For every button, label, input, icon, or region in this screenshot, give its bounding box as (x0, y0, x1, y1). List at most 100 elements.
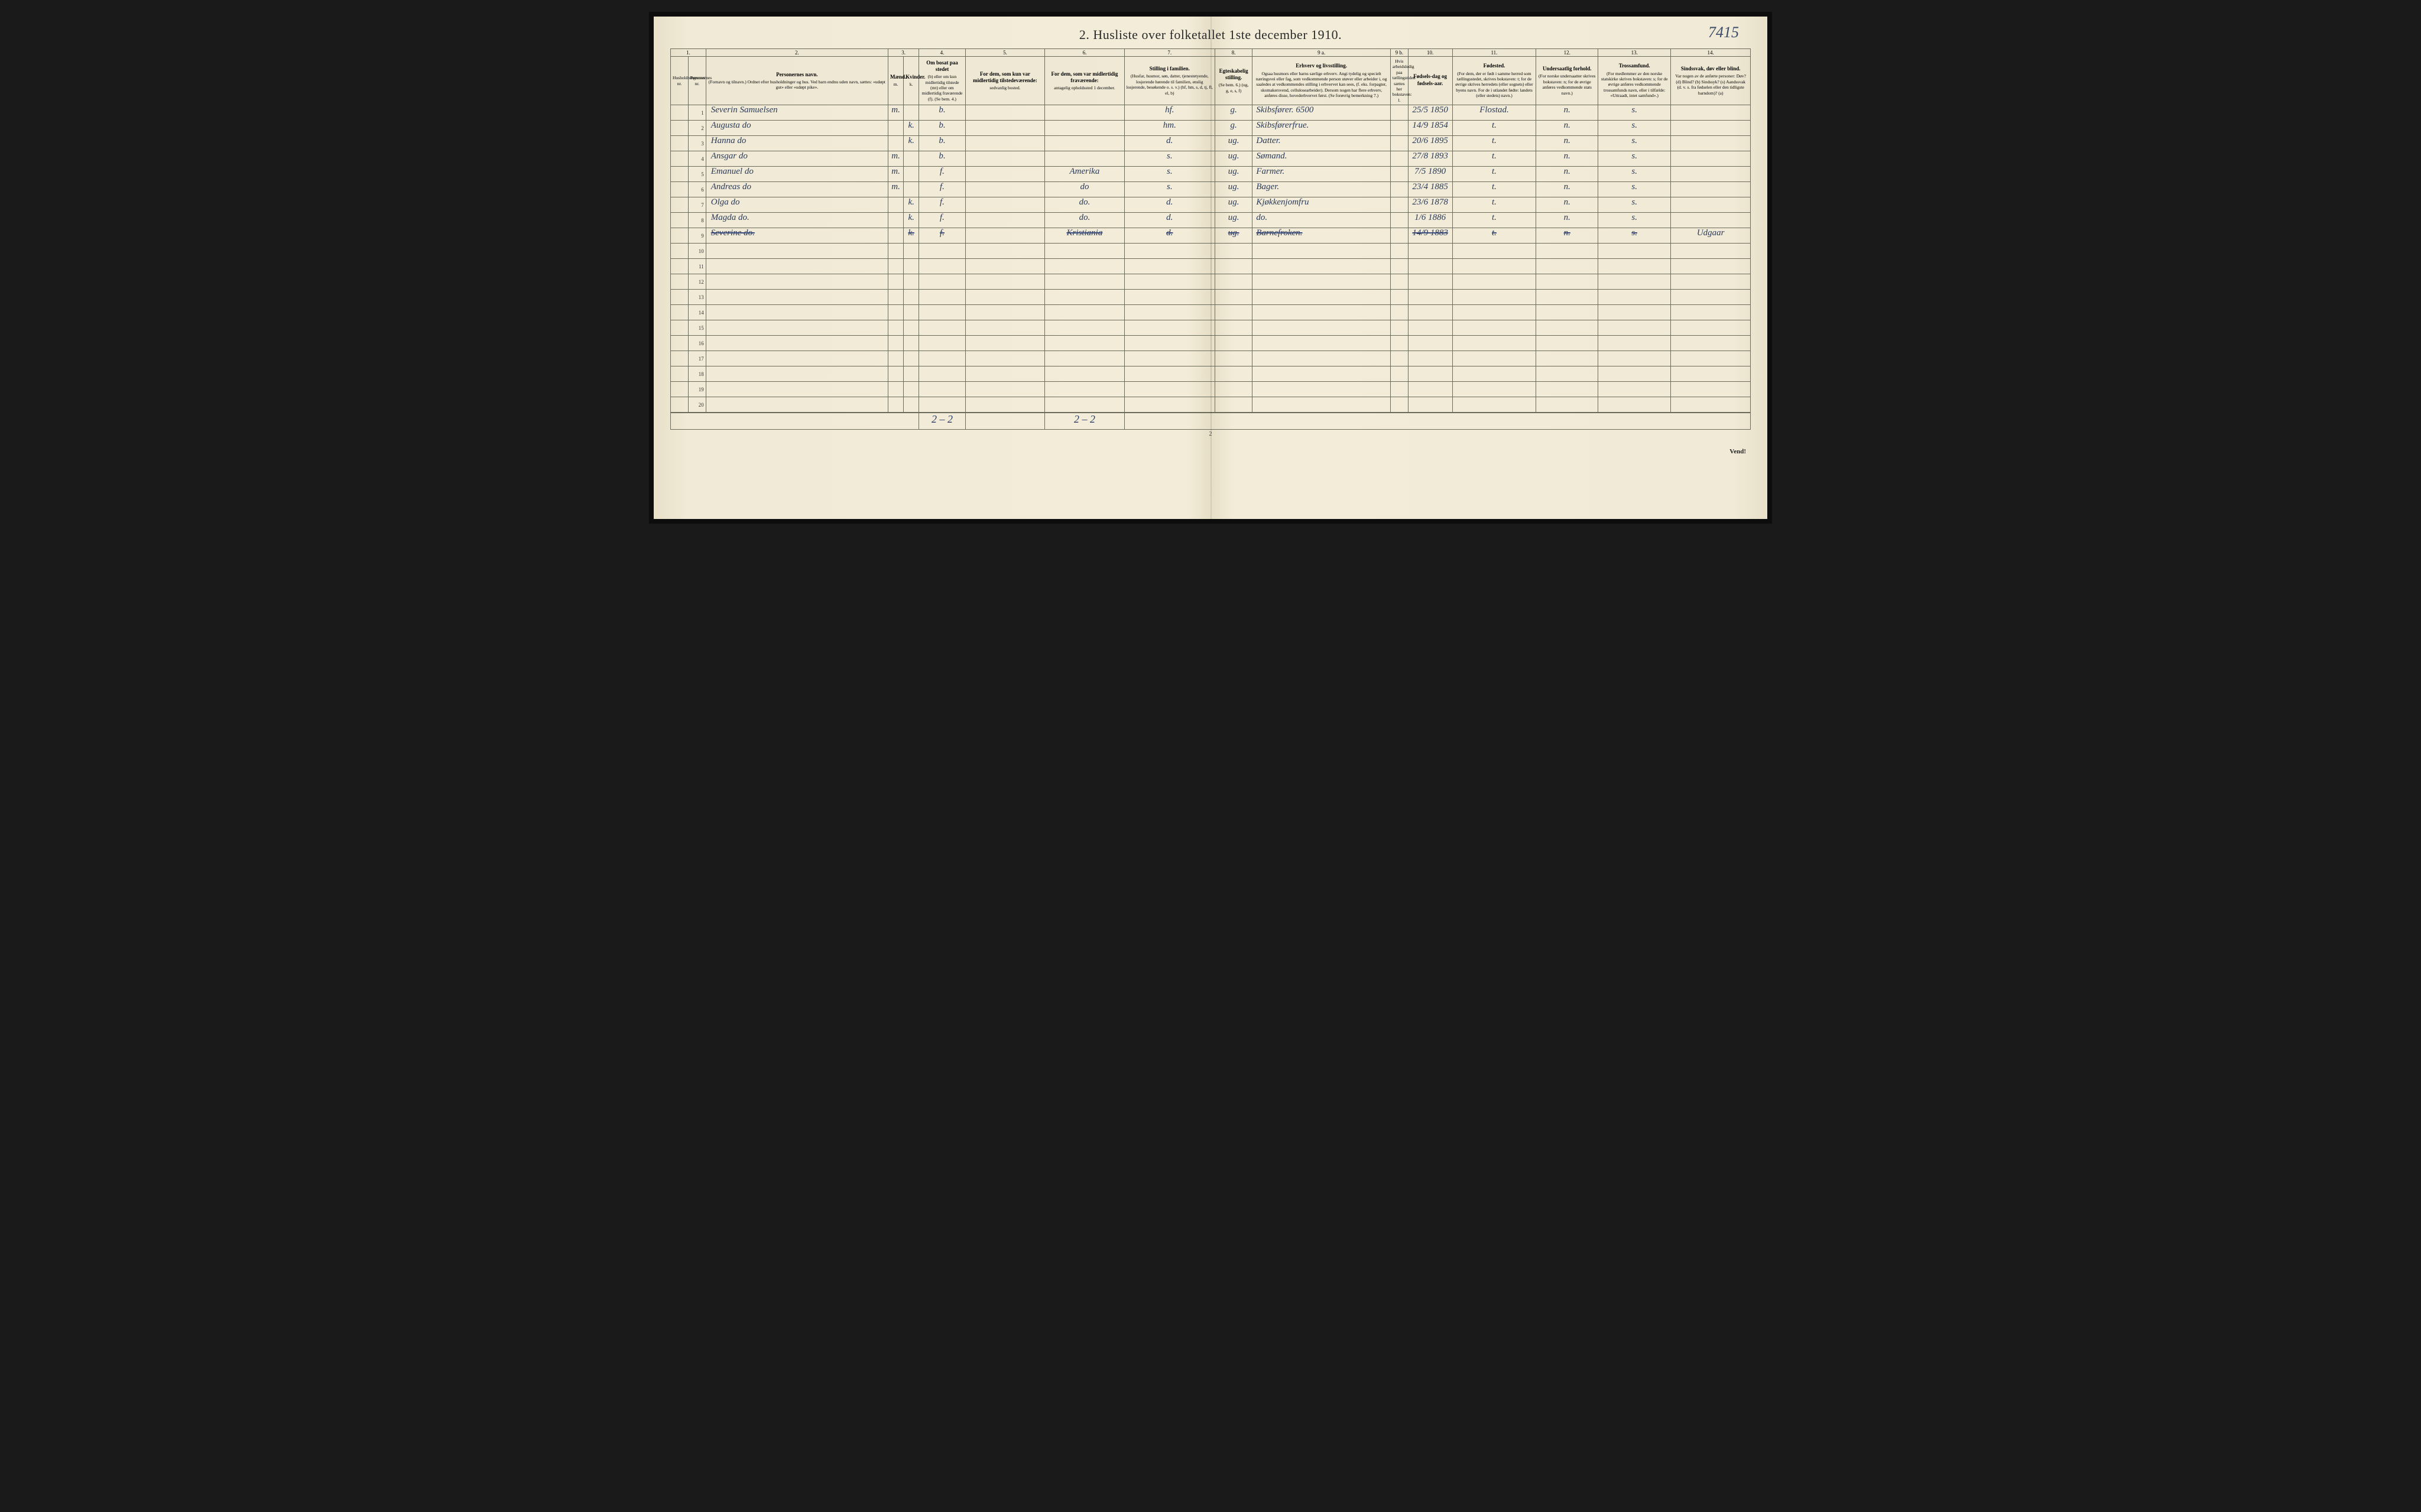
cell-fam: d. (1124, 136, 1215, 151)
cell-occ (1252, 382, 1391, 397)
cell-fam (1124, 336, 1215, 351)
cell-sind (1671, 259, 1751, 274)
cell-kjm (888, 136, 904, 151)
cell-fsted: t. (1452, 228, 1536, 244)
cell-blank (671, 351, 689, 366)
cell-und: n. (1536, 105, 1598, 121)
handwritten-page-number: 7415 (1708, 24, 1739, 41)
cell-fam: s. (1124, 151, 1215, 167)
cell-hbi (1390, 136, 1408, 151)
cell-kjk (904, 244, 919, 259)
cell-aar (1408, 397, 1452, 413)
table-row: 4Ansgar dom.b.s.ug.Sømand.27/8 1893t.n.s… (671, 151, 1751, 167)
cell-num: 17 (688, 351, 706, 366)
cell-tilst (965, 197, 1045, 213)
cell-bosat (919, 336, 965, 351)
cell-occ: Sømand. (1252, 151, 1391, 167)
cell-tro: s. (1598, 228, 1671, 244)
cell-tro: s. (1598, 105, 1671, 121)
cell-sind (1671, 197, 1751, 213)
cell-fam (1124, 351, 1215, 366)
colnum: 11. (1452, 49, 1536, 57)
table-row: 14 (671, 305, 1751, 320)
cell-blank (671, 105, 689, 121)
cell-occ: Skibsførerfrue. (1252, 121, 1391, 136)
cell-num: 5 (688, 167, 706, 182)
cell-bosat: b. (919, 151, 965, 167)
cell-fsted: Flostad. (1452, 105, 1536, 121)
turn-page-label: Vend! (670, 448, 1751, 455)
cell-kjm (888, 274, 904, 290)
cell-aar: 27/8 1893 (1408, 151, 1452, 167)
cell-sind (1671, 136, 1751, 151)
cell-tro: s. (1598, 136, 1671, 151)
cell-blank (671, 259, 689, 274)
column-header-row: Husholdningernes nr. Personernes nr. Per… (671, 57, 1751, 105)
table-row: 10 (671, 244, 1751, 259)
cell-und: n. (1536, 151, 1598, 167)
cell-occ: Farmer. (1252, 167, 1391, 182)
cell-hbi (1390, 121, 1408, 136)
cell-tro (1598, 397, 1671, 413)
cell-blank (671, 228, 689, 244)
cell-tilst (965, 336, 1045, 351)
cell-sind (1671, 290, 1751, 305)
cell-frav (1045, 366, 1125, 382)
cell-egt: ug. (1215, 167, 1252, 182)
cell-bosat (919, 397, 965, 413)
cell-kjm (888, 320, 904, 336)
table-row: 1Severin Samuelsenm.b.hf.g.Skibsfører. 6… (671, 105, 1751, 121)
cell-egt: ug. (1215, 151, 1252, 167)
cell-hbi (1390, 336, 1408, 351)
cell-fam: d. (1124, 197, 1215, 213)
cell-tilst (965, 290, 1045, 305)
cell-fam: d. (1124, 213, 1215, 228)
cell-egt (1215, 397, 1252, 413)
scan-frame: 2. Husliste over folketallet 1ste decemb… (649, 12, 1772, 524)
cell-fsted (1452, 305, 1536, 320)
cell-occ (1252, 290, 1391, 305)
cell-name (706, 382, 888, 397)
cell-blank (671, 366, 689, 382)
cell-bosat (919, 366, 965, 382)
table-row: 9Severine do.k.f.Kristianiad.ug.Barnefro… (671, 228, 1751, 244)
cell-sind (1671, 366, 1751, 382)
cell-aar: 25/5 1850 (1408, 105, 1452, 121)
cell-egt (1215, 244, 1252, 259)
colnum: 10. (1408, 49, 1452, 57)
cell-tro (1598, 336, 1671, 351)
cell-aar (1408, 366, 1452, 382)
cell-kjk: k. (904, 121, 919, 136)
cell-kjm (888, 382, 904, 397)
table-row: 18 (671, 366, 1751, 382)
cell-tilst (965, 320, 1045, 336)
cell-tro (1598, 274, 1671, 290)
cell-fam (1124, 305, 1215, 320)
cell-blank (671, 382, 689, 397)
cell-fam (1124, 397, 1215, 413)
cell-und: n. (1536, 121, 1598, 136)
cell-tro (1598, 366, 1671, 382)
cell-und (1536, 366, 1598, 382)
cell-blank (671, 320, 689, 336)
cell-sind (1671, 274, 1751, 290)
col-header-erhverv: Erhverv og livsstilling. Ogsaa husmors e… (1252, 57, 1391, 105)
cell-aar (1408, 290, 1452, 305)
cell-kjk (904, 351, 919, 366)
colnum: 4. (919, 49, 965, 57)
colnum: 5. (965, 49, 1045, 57)
cell-occ: Kjøkkenjomfru (1252, 197, 1391, 213)
colnum: 1. (671, 49, 706, 57)
cell-num: 7 (688, 197, 706, 213)
cell-occ: Bager. (1252, 182, 1391, 197)
cell-egt: ug. (1215, 136, 1252, 151)
cell-tilst (965, 366, 1045, 382)
cell-num: 3 (688, 136, 706, 151)
cell-egt (1215, 366, 1252, 382)
cell-kjk (904, 105, 919, 121)
cell-kjk (904, 336, 919, 351)
cell-fam: hf. (1124, 105, 1215, 121)
cell-kjm (888, 213, 904, 228)
cell-egt (1215, 336, 1252, 351)
cell-occ (1252, 351, 1391, 366)
